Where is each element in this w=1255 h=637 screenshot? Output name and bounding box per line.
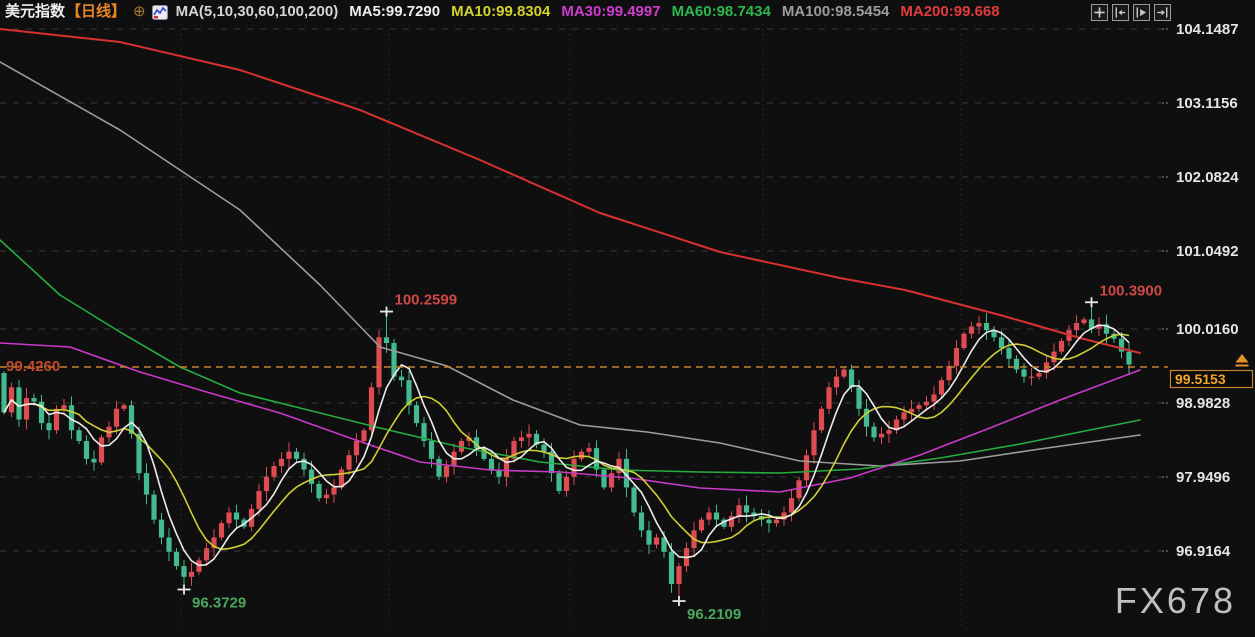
price-alert-line: 99.4260: [0, 354, 1249, 375]
indicator-chart-icon[interactable]: [151, 4, 168, 20]
extreme-price-label: 96.2109: [687, 606, 741, 623]
current-price-box: 99.5153: [1169, 369, 1254, 389]
extreme-price-label: 100.3900: [1100, 282, 1163, 299]
ma-lines: [0, 28, 1141, 567]
step-right-icon[interactable]: [1154, 4, 1171, 21]
ma-legend-ma200: MA200:99.668: [900, 3, 1000, 20]
indicator-settings-icon[interactable]: ⊕: [133, 3, 146, 20]
chart-header: 美元指数 【日线】 ⊕ MA(5,10,30,60,100,200) MA5:99…: [5, 3, 1000, 21]
extreme-price-label: 96.3729: [192, 594, 246, 611]
y-axis-label: 101.0492: [1176, 243, 1239, 260]
play-right-icon[interactable]: [1133, 4, 1150, 21]
ma-legend-ma30: MA30:99.4997: [561, 3, 661, 20]
y-axis-label: 102.0824: [1176, 169, 1239, 186]
y-axis-label: 97.9496: [1176, 469, 1230, 486]
extreme-price-label: 100.2599: [395, 292, 458, 309]
ma-line-ma60: [0, 239, 1141, 474]
ma-line-ma200: [0, 28, 1141, 354]
ma-line-ma5: [3, 324, 1130, 567]
extreme-annotations: 96.3729 100.2599 96.2109 100.3900: [177, 282, 1163, 623]
ma-legend: MA5:99.7290 MA10:99.8304 MA30:99.4997 MA60:…: [338, 3, 999, 21]
ma-legend-ma5: MA5:99.7290: [349, 3, 441, 20]
ma-legend-ma60: MA60:98.7434: [671, 3, 771, 20]
crosshair-icon[interactable]: [1091, 4, 1108, 21]
ma-legend-ma100: MA100:98.5454: [781, 3, 890, 20]
ma-line-ma10: [3, 333, 1130, 551]
scale-left-icon[interactable]: [1112, 4, 1129, 21]
price-marker-icon: [1235, 354, 1249, 363]
ma-legend-ma10: MA10:99.8304: [451, 3, 551, 20]
gridlines: [0, 24, 1168, 626]
candles: [1, 302, 1132, 602]
ma-line-ma30: [0, 342, 1141, 493]
timeframe-label: 【日线】: [66, 3, 127, 20]
y-axis-label: 98.9828: [1176, 395, 1230, 412]
price-line-label: 99.4260: [6, 358, 60, 375]
symbol-title: 美元指数: [5, 3, 66, 20]
y-axis-label: 100.0160: [1176, 321, 1239, 338]
current-price-value: 99.5153: [1175, 371, 1226, 387]
ma-line-ma100: [0, 61, 1141, 467]
fx678-watermark: FX678: [1115, 580, 1236, 621]
y-axis: 104.1487 103.1156 102.0824 101.0492 100.0160…: [1162, 21, 1239, 560]
y-axis-label: 104.1487: [1176, 21, 1239, 38]
y-axis-label: 96.9164: [1176, 543, 1231, 560]
chart-toolbar: [1091, 4, 1171, 21]
y-axis-label: 103.1156: [1176, 95, 1238, 112]
ma-params-label: MA(5,10,30,60,100,200): [175, 3, 339, 20]
